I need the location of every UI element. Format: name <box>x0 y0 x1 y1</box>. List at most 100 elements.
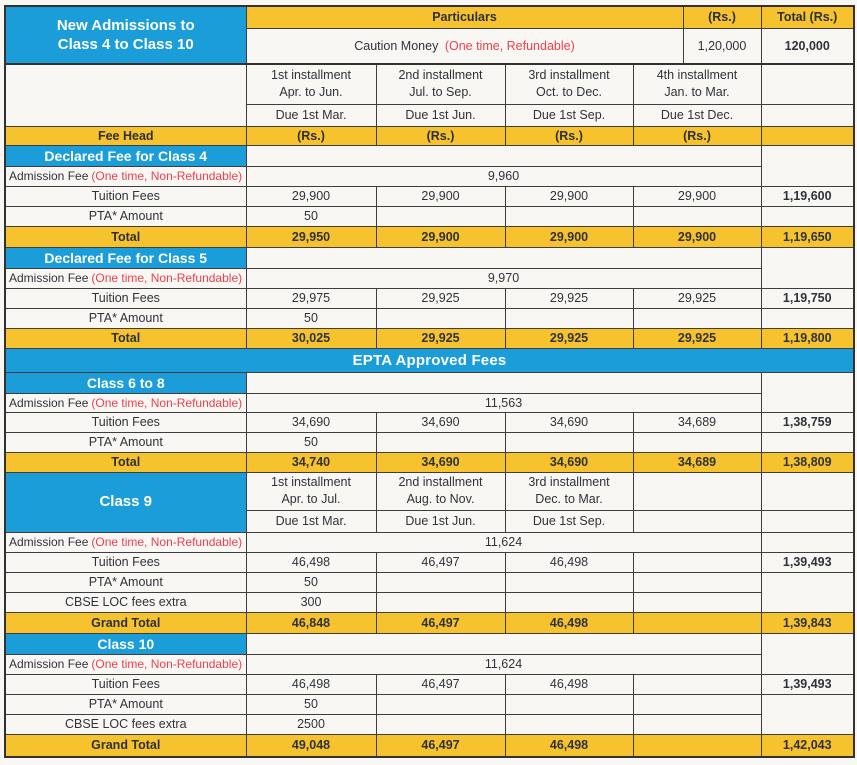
value-cell: 50 <box>245 205 377 227</box>
admission-fee-label: Admission Fee (One time, Non-Refundable) <box>4 653 247 675</box>
blank-cell <box>375 431 506 453</box>
installment-period: Aug. to Nov. <box>406 492 475 506</box>
blank-cell <box>375 591 506 613</box>
blank-cell <box>245 632 762 655</box>
value-cell: 29,900 <box>504 185 634 207</box>
total-value-cell: 1,38,809 <box>760 451 855 473</box>
value-cell: 46,498 <box>245 551 377 573</box>
admission-value-cell: 9,970 <box>245 267 762 289</box>
installment-period: Dec. to Mar. <box>535 492 603 506</box>
total-label: Grand Total <box>4 611 247 634</box>
blank-cell <box>760 103 855 127</box>
value-cell: 46,498 <box>504 551 634 573</box>
admission-fee-note: (One time, Non-Refundable) <box>91 271 243 285</box>
total-cell: 34,689 <box>632 451 762 473</box>
value-cell: 50 <box>245 307 377 329</box>
blank-cell <box>245 246 762 269</box>
total-cell: 29,900 <box>375 225 506 248</box>
due-cell: Due 1st Sep. <box>504 103 634 127</box>
admission-fee-text: Admission Fee <box>9 271 89 285</box>
blank-cell <box>632 471 762 511</box>
total-label: Total <box>4 225 247 248</box>
blank-cell <box>760 144 855 187</box>
row-label: PTA* Amount <box>4 431 247 453</box>
row-label: Tuition Fees <box>4 411 247 433</box>
installment-name: 1st installment <box>271 68 351 83</box>
blank-cell <box>760 509 855 533</box>
value-cell: 29,900 <box>375 185 506 207</box>
installment-2-cell: 2nd installment Aug. to Nov. <box>375 471 506 511</box>
total-cell: 46,497 <box>375 611 506 634</box>
blank-cell <box>760 431 855 453</box>
cbse-loc-row: CBSE LOC fees extra 2500 <box>4 713 854 735</box>
value-cell: 29,900 <box>632 185 762 207</box>
blank-cell <box>375 307 506 329</box>
value-cell: 34,690 <box>375 411 506 433</box>
blank-cell <box>632 205 762 227</box>
rs-header: (Rs.) <box>682 5 762 29</box>
installment-name: 2nd installment <box>398 68 483 83</box>
value-cell: 46,497 <box>375 551 506 573</box>
admission-value-cell: 11,624 <box>245 653 762 675</box>
blank-cell <box>760 632 855 675</box>
total-cell: 46,498 <box>504 733 634 758</box>
row-label: Tuition Fees <box>4 287 247 309</box>
blank-cell <box>504 431 634 453</box>
total-cell: 29,950 <box>245 225 377 248</box>
blank-cell <box>504 307 634 329</box>
blank-cell <box>632 713 762 735</box>
section-header-row: Class 10 <box>4 632 855 675</box>
admission-fee-label: Admission Fee (One time, Non-Refundable) <box>4 392 247 413</box>
total-value-cell: 1,38,759 <box>760 411 855 433</box>
total-value-cell: 1,19,600 <box>760 185 855 207</box>
blank-cell <box>760 531 855 553</box>
total-cell: 34,690 <box>375 451 506 473</box>
blank-cell <box>632 611 762 634</box>
tuition-fees-row: Tuition Fees 34,690 34,690 34,690 34,689… <box>4 411 855 433</box>
grand-total-row: Grand Total 49,048 46,497 46,498 1,42,04… <box>4 733 855 758</box>
due-cell: Due 1st Mar. <box>245 103 377 127</box>
total-label: Grand Total <box>4 733 247 758</box>
total-cell: 30,025 <box>245 327 377 349</box>
blank-cell <box>375 205 506 227</box>
blank-cell <box>375 571 506 593</box>
value-cell: 46,497 <box>375 673 506 695</box>
fee-head-row: Fee Head (Rs.) (Rs.) (Rs.) (Rs.) <box>4 125 855 146</box>
admission-fee-note: (One time, Non-Refundable) <box>91 657 243 671</box>
installment-header-row: 1st installment Apr. to Jun. 2nd install… <box>4 63 855 127</box>
total-cell: 29,900 <box>632 225 762 248</box>
total-value-cell: 1,39,843 <box>760 611 855 634</box>
value-cell: 29,925 <box>375 287 506 309</box>
blank-cell <box>504 571 634 593</box>
installment-1-cell: 1st installment Apr. to Jun. <box>245 63 377 105</box>
admission-value-cell: 11,624 <box>245 531 762 553</box>
section-header-row: Declared Fee for Class 5 <box>4 246 855 289</box>
epta-banner-row: EPTA Approved Fees <box>4 347 855 373</box>
admissions-title-line2: Class 4 to Class 10 <box>57 36 194 53</box>
admission-fee-note: (One time, Non-Refundable) <box>91 535 243 549</box>
epta-banner: EPTA Approved Fees <box>4 347 855 373</box>
admission-fee-text: Admission Fee <box>9 535 89 549</box>
blank-cell <box>504 205 634 227</box>
blank-cell <box>632 733 762 758</box>
admission-fee-row: Admission Fee (One time, Non-Refundable) … <box>4 531 855 553</box>
installment-period: Apr. to Jun. <box>279 85 343 100</box>
installment-4-cell: 4th installment Jan. to Mar. <box>632 63 762 105</box>
admission-fee-note: (One time, Non-Refundable) <box>91 395 243 410</box>
caution-total-cell: 120,000 <box>760 27 855 65</box>
row-label: PTA* Amount <box>4 307 247 329</box>
blank-cell <box>632 673 762 695</box>
pta-amount-row: PTA* Amount 50 <box>4 693 855 735</box>
installment-3-cell: 3rd installment Dec. to Mar. <box>504 471 634 511</box>
blank-cell <box>245 371 762 394</box>
total-label: Total <box>4 327 247 349</box>
value-cell: 29,925 <box>504 287 634 309</box>
total-value-cell: 1,19,800 <box>760 327 855 349</box>
class9-installment-header-row: Class 9 1st installment Apr. to Jul. 2nd… <box>4 471 855 533</box>
tuition-fees-row: Tuition Fees 29,975 29,925 29,925 29,925… <box>4 287 855 309</box>
value-cell: 29,900 <box>245 185 377 207</box>
installment-period: Oct. to Dec. <box>536 85 602 100</box>
row-label: Tuition Fees <box>4 673 247 695</box>
fee-head-cell: Fee Head <box>4 125 247 146</box>
section-header: Class 6 to 8 <box>4 371 247 394</box>
